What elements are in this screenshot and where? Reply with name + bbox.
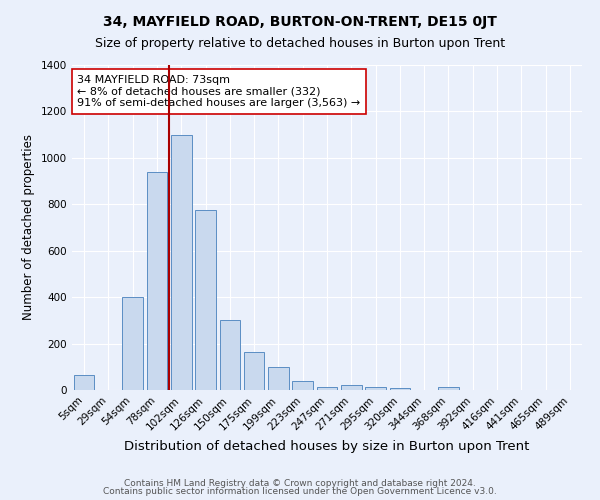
Text: Size of property relative to detached houses in Burton upon Trent: Size of property relative to detached ho…	[95, 38, 505, 51]
Text: Contains public sector information licensed under the Open Government Licence v3: Contains public sector information licen…	[103, 487, 497, 496]
Bar	[171, 134, 191, 390]
Text: 34, MAYFIELD ROAD, BURTON-ON-TRENT, DE15 0JT: 34, MAYFIELD ROAD, BURTON-ON-TRENT, DE15…	[103, 15, 497, 29]
Bar	[74, 375, 94, 390]
X-axis label: Distribution of detached houses by size in Burton upon Trent: Distribution of detached houses by size …	[124, 440, 530, 453]
Bar	[268, 367, 289, 390]
Bar	[341, 386, 362, 390]
Bar	[438, 387, 459, 390]
Bar	[317, 386, 337, 390]
Bar	[146, 172, 167, 390]
Bar	[292, 381, 313, 390]
Bar	[195, 210, 216, 390]
Bar	[389, 388, 410, 390]
Text: 34 MAYFIELD ROAD: 73sqm
← 8% of detached houses are smaller (332)
91% of semi-de: 34 MAYFIELD ROAD: 73sqm ← 8% of detached…	[77, 74, 361, 108]
Bar	[244, 352, 265, 390]
Bar	[365, 386, 386, 390]
Bar	[122, 297, 143, 390]
Text: Contains HM Land Registry data © Crown copyright and database right 2024.: Contains HM Land Registry data © Crown c…	[124, 478, 476, 488]
Bar	[220, 320, 240, 390]
Y-axis label: Number of detached properties: Number of detached properties	[22, 134, 35, 320]
